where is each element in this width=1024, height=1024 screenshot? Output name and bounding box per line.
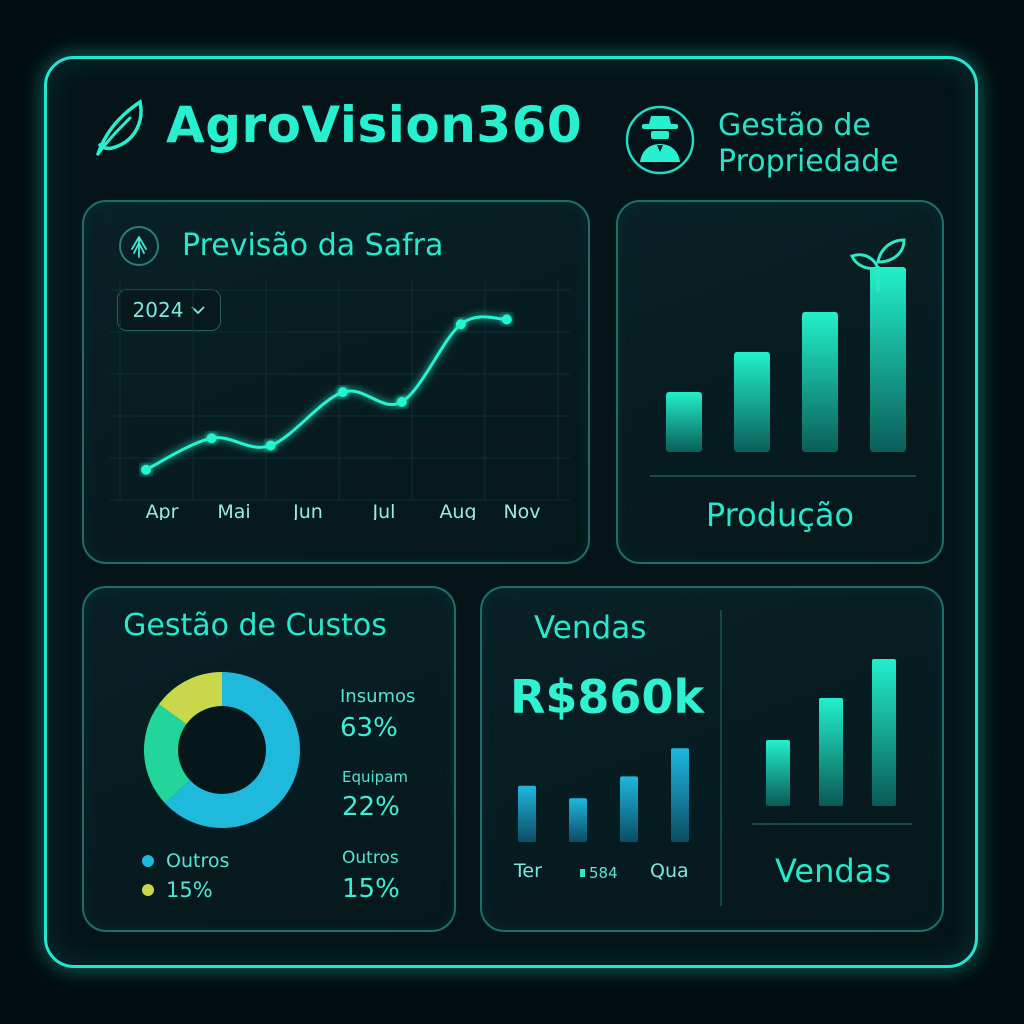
forecast-point	[396, 396, 407, 407]
costs-donut-chart	[144, 672, 300, 828]
production-chart	[650, 267, 916, 477]
x-tick-label: Apr	[146, 501, 179, 520]
sales-mini-bar	[569, 798, 587, 842]
forecast-point	[141, 464, 151, 475]
sprout-icon	[119, 226, 159, 266]
profile-label-line2: Propriedade	[718, 144, 899, 179]
forecast-series-line	[145, 315, 507, 472]
x-tick-label: Nov	[503, 501, 540, 520]
swatch-legend-item: 15%	[142, 878, 213, 902]
production-bar	[870, 267, 906, 452]
forecast-point	[265, 440, 276, 451]
x-tick-label: Jun	[292, 501, 323, 520]
sales-title: Vendas	[534, 610, 647, 646]
forecast-panel	[82, 200, 590, 564]
sales-label-qua: Qua	[650, 860, 689, 882]
legend-insumos: Insumos 63%	[340, 686, 415, 743]
legend-label: Insumos	[340, 686, 416, 707]
legend-value: 15%	[342, 874, 400, 904]
swatch-label: 15%	[166, 878, 213, 902]
forecast-point	[206, 433, 217, 444]
legend-equipam: Equipam 22%	[342, 768, 408, 822]
sales-label-ter: Ter	[514, 860, 542, 882]
forecast-title: Previsão da Safra	[182, 228, 444, 263]
legend-label: Equipam	[342, 768, 408, 786]
chevron-down-icon	[191, 306, 206, 315]
x-tick-label: Mai	[217, 501, 250, 520]
forecast-point	[337, 387, 348, 398]
swatch-legend-item: Outros	[142, 850, 229, 872]
legend-value: 63%	[340, 713, 398, 743]
year-value: 2024	[132, 298, 184, 322]
sales-panel	[480, 586, 944, 932]
leaf-icon	[96, 99, 143, 156]
plant-icon	[850, 238, 906, 292]
profile-label[interactable]: Gestão de Propriedade	[718, 108, 899, 180]
costs-title: Gestão de Custos	[123, 608, 387, 643]
year-select[interactable]: 2024	[117, 289, 221, 331]
legend-value: 22%	[342, 792, 400, 822]
sales-mid-value: 584	[589, 864, 618, 882]
sales-right-bar	[819, 698, 843, 806]
production-bar	[734, 352, 770, 452]
profile-label-line1: Gestão de	[718, 108, 871, 143]
sales-divider	[720, 610, 722, 906]
legend-label: Outros	[342, 848, 399, 868]
swatch-dot	[142, 855, 154, 867]
swatch-dot	[142, 884, 154, 896]
forecast-point	[501, 314, 512, 325]
sales-mini-bar	[518, 785, 536, 842]
forecast-chart: Apr Mai Jun Jul Aug Nov	[110, 280, 570, 520]
sales-marker	[580, 869, 585, 877]
sales-right-chart	[752, 659, 912, 825]
farmer-icon[interactable]	[624, 104, 696, 176]
production-bar	[802, 312, 838, 452]
sales-right-bar	[766, 740, 790, 806]
sales-mini-bar	[620, 776, 638, 842]
x-tick-label: Jul	[372, 501, 396, 520]
legend-outros: Outros 15%	[342, 848, 400, 904]
swatch-label: Outros	[166, 850, 230, 872]
forecast-point	[455, 319, 466, 330]
production-bar	[666, 392, 702, 452]
sales-mini-bar	[671, 748, 689, 842]
app-title: AgroVision360	[166, 96, 583, 154]
sales-right-title: Vendas	[775, 852, 891, 890]
production-title: Produção	[705, 496, 855, 534]
sales-right-bar	[872, 659, 896, 806]
x-tick-label: Aug	[439, 501, 476, 520]
sales-amount: R$860k	[510, 670, 705, 724]
sales-mini-chart	[518, 748, 689, 842]
sales-label-mid: 584	[580, 864, 618, 882]
